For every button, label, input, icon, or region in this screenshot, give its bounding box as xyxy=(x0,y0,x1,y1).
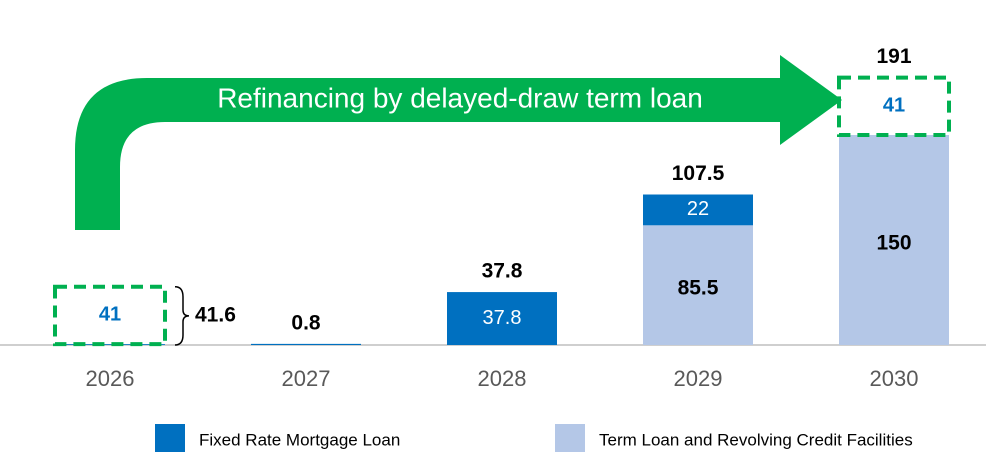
x-tick-label: 2029 xyxy=(674,366,723,391)
total-label: 37.8 xyxy=(482,260,523,283)
x-tick-label: 2030 xyxy=(870,366,919,391)
legend-label: Fixed Rate Mortgage Loan xyxy=(199,430,400,449)
bar-segment xyxy=(251,343,361,345)
refinanced-box xyxy=(53,284,167,347)
x-tick-label: 2028 xyxy=(478,366,527,391)
brace xyxy=(174,286,190,346)
bar-segment xyxy=(643,225,753,345)
total-label: 41.6 xyxy=(195,303,236,326)
legend-label: Term Loan and Revolving Credit Facilitie… xyxy=(599,430,913,449)
refinanced-label: 41 xyxy=(99,304,121,326)
data-label: 150 xyxy=(876,232,911,255)
refinancing-arrow xyxy=(75,55,842,230)
bar-segment xyxy=(447,292,557,345)
annotation: Refinancing by delayed-draw term loan xyxy=(217,82,703,113)
legend-swatch xyxy=(555,424,585,452)
bar-segment xyxy=(55,344,165,345)
data-label: 85.5 xyxy=(678,277,719,300)
legend-swatch xyxy=(155,424,185,452)
total-label: 191 xyxy=(876,45,911,68)
total-label: 0.8 xyxy=(291,311,321,334)
refinanced-label: 41 xyxy=(883,95,905,117)
data-label: 22 xyxy=(687,198,709,220)
total-label: 107.5 xyxy=(672,162,725,185)
x-tick-label: 2026 xyxy=(86,366,135,391)
refinanced-box xyxy=(837,75,951,137)
data-label: 37.8 xyxy=(483,307,522,329)
bar-segment xyxy=(839,135,949,345)
x-tick-label: 2027 xyxy=(282,366,331,391)
bar-segment xyxy=(643,194,753,226)
